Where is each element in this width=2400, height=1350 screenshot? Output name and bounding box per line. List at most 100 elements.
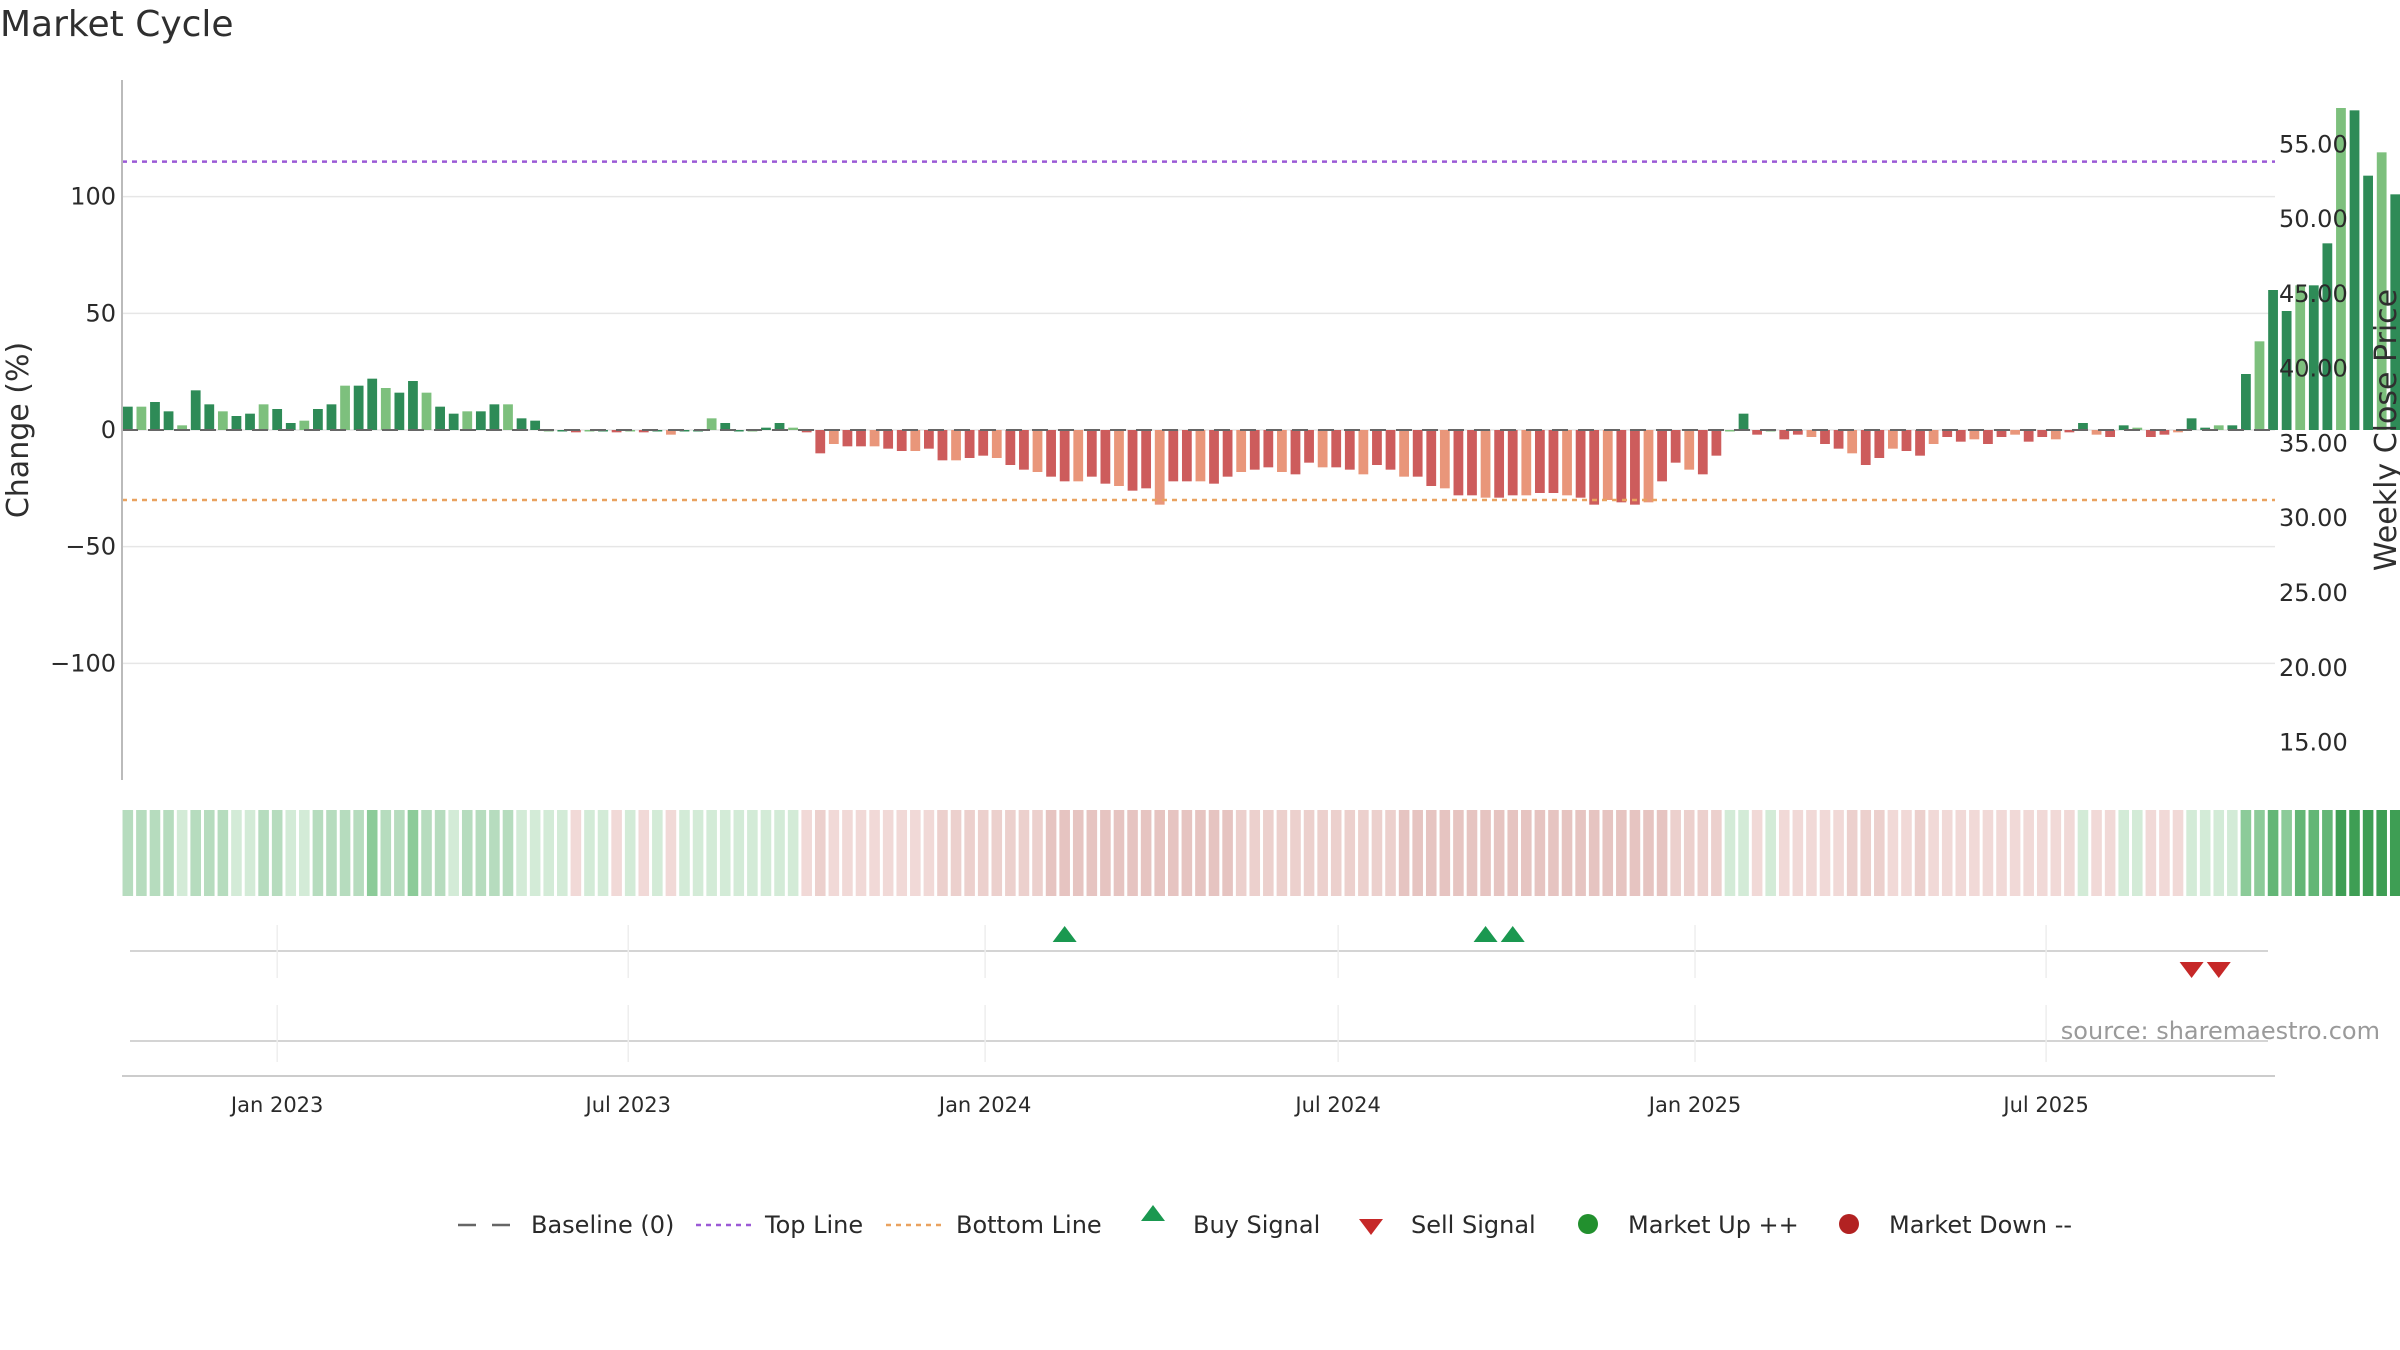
reference-lines-layer	[122, 160, 2275, 502]
legend-label: Market Up ++	[1628, 1211, 1799, 1239]
heat-cell	[1697, 810, 1709, 896]
change-bar	[1507, 430, 1518, 496]
change-bar	[217, 411, 228, 430]
change-bar	[1086, 430, 1097, 477]
heat-cell	[2389, 810, 2400, 896]
heat-cell	[896, 810, 908, 896]
change-bar	[1888, 430, 1898, 449]
heat-cell	[2009, 810, 2021, 896]
heat-cell	[2267, 810, 2279, 896]
heat-cell	[1263, 810, 1274, 896]
heat-cell	[1127, 810, 1138, 896]
change-bar	[761, 427, 771, 430]
heat-cell	[299, 810, 310, 896]
change-bar	[1955, 430, 1966, 442]
y2-tick-label: 30.00	[2279, 504, 2348, 532]
change-bar	[733, 430, 744, 432]
change-bar	[2186, 418, 2197, 430]
change-bar	[679, 430, 690, 432]
change-bar	[1290, 430, 1301, 475]
change-bar	[1670, 430, 1681, 463]
y2-tick-label: 40.00	[2279, 355, 2348, 383]
change-bar	[1263, 430, 1274, 468]
heat-cell	[1045, 810, 1057, 896]
change-bar	[1874, 430, 1885, 458]
change-bar	[462, 411, 473, 430]
y2-tick-label: 45.00	[2279, 280, 2348, 308]
heat-cell	[1874, 810, 1885, 896]
heat-cell	[1534, 810, 1546, 896]
heat-cell	[1806, 810, 1817, 896]
heat-cell	[2186, 810, 2197, 896]
change-bar	[1222, 430, 1233, 477]
heat-cell	[1059, 810, 1070, 896]
change-bar	[883, 430, 894, 449]
heat-cell	[1398, 810, 1410, 896]
heat-cell	[679, 810, 690, 896]
heat-cell	[1181, 810, 1193, 896]
heat-cell	[2077, 810, 2089, 896]
heat-cell	[434, 810, 446, 896]
heat-cell	[231, 810, 242, 896]
change-bar	[1820, 430, 1830, 444]
heat-cell	[801, 810, 812, 896]
heat-cell	[489, 810, 500, 896]
heat-cell	[2281, 810, 2292, 896]
change-bar	[122, 406, 133, 430]
heat-cell	[882, 810, 894, 896]
change-bar	[584, 430, 595, 432]
legend-swatch-market-up-icon	[1578, 1214, 1598, 1234]
heat-cell	[638, 810, 650, 896]
y2-tick-label: 25.00	[2279, 579, 2348, 607]
change-bar	[1154, 430, 1165, 505]
heat-cell	[1548, 810, 1559, 896]
change-bar	[1779, 430, 1790, 440]
heat-cell	[2050, 810, 2062, 896]
heat-cell	[2240, 810, 2252, 896]
change-bar	[1806, 430, 1817, 437]
change-bar	[204, 404, 215, 430]
change-bar	[815, 430, 826, 454]
y2-tick-label: 55.00	[2279, 130, 2348, 158]
heat-cell	[665, 810, 677, 896]
heat-cell	[2199, 810, 2211, 896]
heat-cell	[1330, 810, 1342, 896]
change-bar	[1209, 430, 1219, 484]
change-bar	[2173, 430, 2183, 433]
change-bar	[611, 430, 622, 433]
change-bar	[1358, 430, 1369, 475]
change-bar	[869, 430, 880, 447]
change-bar	[1304, 430, 1314, 463]
change-bar	[1575, 430, 1586, 498]
heat-cell	[2376, 810, 2387, 896]
heat-cell	[1982, 810, 1994, 896]
change-bar	[1467, 430, 1477, 496]
y-tick-label: 50	[85, 299, 116, 327]
change-bar	[1141, 430, 1152, 489]
heat-cell	[1371, 810, 1383, 896]
change-bar	[1439, 430, 1450, 489]
change-bar	[1752, 430, 1763, 435]
heat-cell	[787, 810, 799, 896]
change-bar	[1915, 430, 1925, 456]
change-bar	[2227, 425, 2238, 430]
change-bar	[1127, 430, 1138, 491]
heat-cell	[1996, 810, 2007, 896]
legend-label: Baseline (0)	[531, 1211, 674, 1239]
change-bar	[489, 404, 500, 430]
y-tick-label: 0	[101, 416, 116, 444]
change-bar	[2200, 427, 2211, 430]
x-tick-label: Jan 2024	[937, 1093, 1032, 1117]
change-bar	[2376, 152, 2387, 431]
heat-cell	[733, 810, 745, 896]
heat-cell	[1670, 810, 1681, 896]
change-bar	[1073, 430, 1084, 482]
change-bar	[163, 411, 174, 430]
change-bar	[1833, 430, 1844, 449]
change-bar	[1494, 430, 1505, 498]
heat-cell	[1778, 810, 1790, 896]
change-bar	[991, 430, 1002, 458]
change-bar	[2268, 290, 2278, 430]
change-bar	[638, 430, 649, 433]
